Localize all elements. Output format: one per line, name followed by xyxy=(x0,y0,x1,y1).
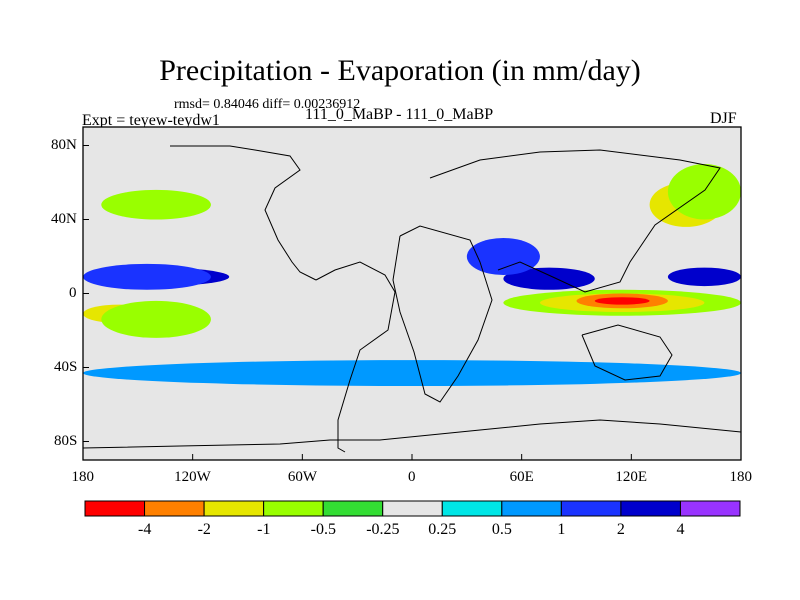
y-tick-label: 40S xyxy=(54,358,78,375)
field-region-6 xyxy=(466,238,540,275)
field-region-10 xyxy=(594,297,650,305)
colorbar-label: 0.25 xyxy=(428,521,457,538)
colorbar-swatch xyxy=(382,500,443,517)
colorbar-label: -2 xyxy=(197,521,211,538)
y-tick-label: 80S xyxy=(54,432,78,449)
experiment-label: Expt = teyew-teydw1 xyxy=(82,112,220,129)
colorbar-label: 4 xyxy=(676,521,685,538)
coastline-antarctica xyxy=(83,419,741,449)
coastlines xyxy=(83,145,741,453)
colorbar-label: 2 xyxy=(616,521,625,538)
coastline-south-america xyxy=(315,261,396,453)
y-tick-label: 0 xyxy=(69,284,77,301)
x-tick-label: 180 xyxy=(71,469,95,485)
field-region-14 xyxy=(83,360,741,386)
field-region-5 xyxy=(667,267,741,287)
contour-fields xyxy=(83,164,741,386)
season-label: DJF xyxy=(710,110,737,127)
x-tick-label: 60E xyxy=(509,469,534,485)
colorbar-swatch xyxy=(263,500,324,517)
coastline-africa xyxy=(392,225,493,403)
colorbar-swatch xyxy=(620,500,681,517)
coastline-australia xyxy=(581,324,673,381)
x-tick-label: 180 xyxy=(729,469,753,485)
colorbar-label: 0.5 xyxy=(491,521,512,538)
colorbar-label: -0.25 xyxy=(366,521,400,538)
field-region-4 xyxy=(503,267,595,290)
field-region-3 xyxy=(101,300,211,338)
x-tick-label: 60W xyxy=(287,469,317,485)
coastline-north-america xyxy=(170,145,317,281)
field-region-13 xyxy=(101,189,211,220)
colorbar-swatch xyxy=(560,500,622,517)
y-tick-label: 40N xyxy=(51,210,77,227)
coastline-eurasia xyxy=(429,149,721,293)
colorbar-label: -4 xyxy=(138,521,152,538)
x-tick-label: 120W xyxy=(174,469,211,485)
field-region-1 xyxy=(83,263,211,290)
chart-subtitle: rmsd= 0.84046 diff= 0.00236912 xyxy=(174,97,361,112)
colorbar-swatch xyxy=(501,500,562,517)
colorbar-swatch xyxy=(144,500,205,517)
x-tick-label: 120E xyxy=(615,469,647,485)
axes xyxy=(82,145,742,460)
field-region-12 xyxy=(667,164,741,220)
colorbar-label: -1 xyxy=(257,521,271,538)
colorbar-swatch xyxy=(441,500,503,517)
colorbar-swatch xyxy=(679,500,741,517)
colorbar-swatch xyxy=(203,500,265,517)
colorbar xyxy=(84,500,741,517)
chart-title: Precipitation - Evaporation (in mm/day) xyxy=(159,54,641,87)
colorbar-swatch xyxy=(322,500,384,517)
y-tick-label: 80N xyxy=(51,136,77,153)
case-label: 111_0_MaBP - 111_0_MaBP xyxy=(305,106,494,123)
colorbar-label: -0.5 xyxy=(310,521,336,538)
x-tick-label: 0 xyxy=(408,469,416,485)
colorbar-label: 1 xyxy=(557,521,566,538)
colorbar-swatch xyxy=(84,500,146,517)
